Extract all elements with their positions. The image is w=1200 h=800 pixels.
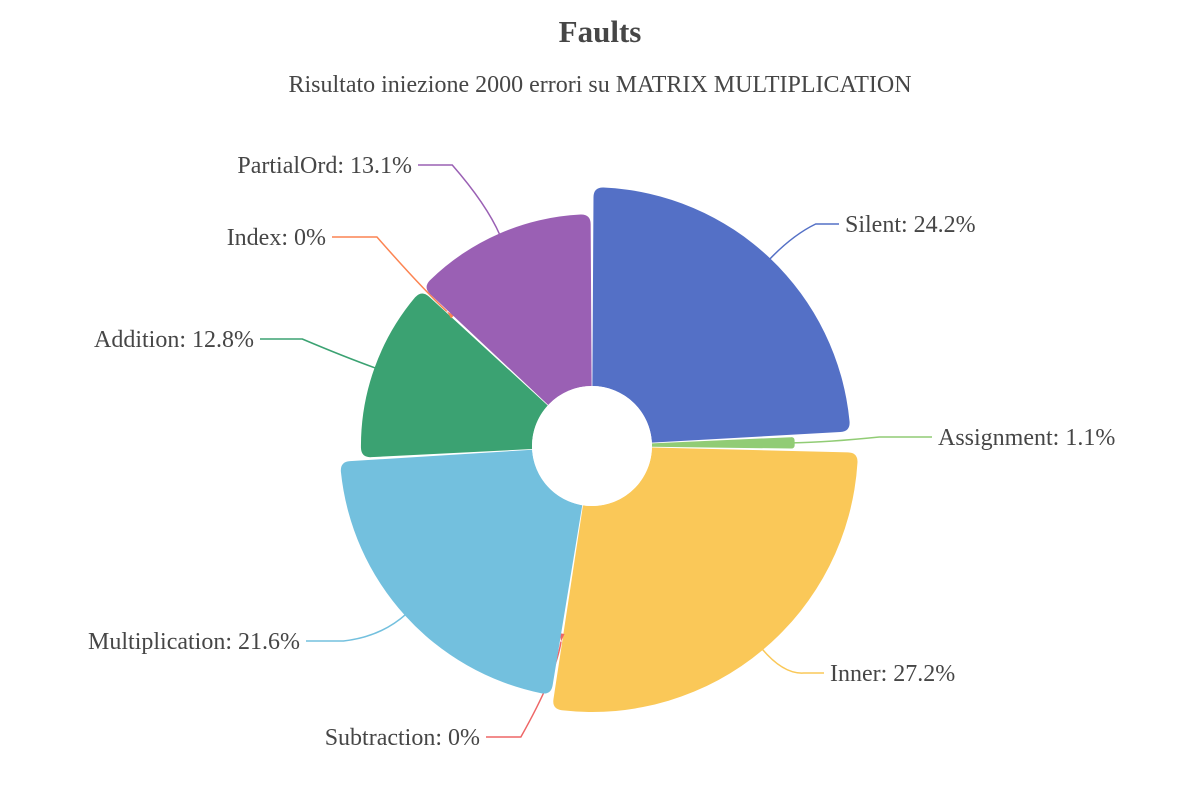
- leader-line-multiplication: [306, 613, 407, 642]
- slice-multiplication[interactable]: [340, 449, 583, 694]
- leader-line-inner: [760, 647, 824, 674]
- slice-silent[interactable]: [592, 187, 850, 443]
- slice-subtraction[interactable]: [560, 633, 565, 642]
- slice-partialord[interactable]: [426, 214, 592, 405]
- label-partialord: PartialOrd: 13.1%: [237, 153, 412, 179]
- leader-line-index: [332, 236, 448, 312]
- label-addition: Addition: 12.8%: [94, 327, 254, 353]
- donut-hole: [532, 386, 652, 506]
- slice-inner[interactable]: [553, 447, 858, 713]
- chart-title: Faults: [558, 14, 642, 49]
- label-assignment: Assignment: 1.1%: [938, 425, 1115, 451]
- leader-line-partialord: [418, 164, 501, 236]
- leader-line-assignment: [792, 436, 932, 444]
- label-silent: Silent: 24.2%: [845, 212, 976, 238]
- slice-assignment[interactable]: [651, 437, 795, 449]
- leader-line-silent: [768, 223, 839, 261]
- slice-index[interactable]: [446, 311, 455, 319]
- chart-subtitle: Risultato iniezione 2000 errori su MATRI…: [288, 72, 912, 98]
- leader-line-addition: [260, 338, 377, 370]
- label-inner: Inner: 27.2%: [830, 661, 955, 687]
- label-index: Index: 0%: [227, 225, 326, 251]
- label-subtraction: Subtraction: 0%: [325, 725, 480, 751]
- slice-addition[interactable]: [360, 293, 548, 458]
- label-multiplication: Multiplication: 21.6%: [88, 629, 300, 655]
